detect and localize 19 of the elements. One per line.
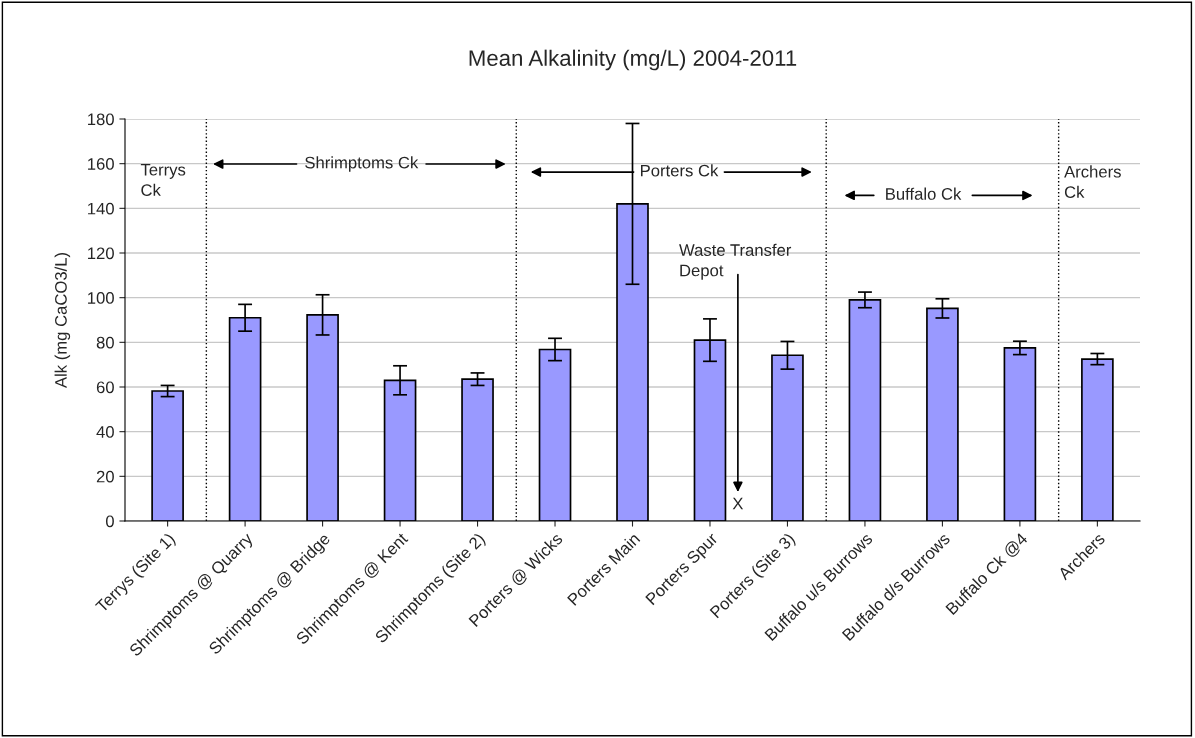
y-tick-label: 100 (88, 292, 114, 304)
annotation: Porters Ck (641, 164, 719, 177)
y-tick-label: 40 (96, 426, 114, 438)
y-tick-label: 80 (96, 336, 114, 349)
y-tick-label: 60 (96, 381, 114, 394)
annotation: Buffalo Ck (886, 187, 962, 200)
annotation: Archers Ck (1064, 165, 1121, 198)
y-axis-title: Alk (mg CaCO3/L) (54, 252, 71, 389)
y-tick-label: 160 (88, 158, 114, 170)
y-tick-label: 180 (88, 113, 114, 126)
y-tick-label: 20 (96, 470, 114, 483)
annotation: Waste Transfer Depot (679, 243, 792, 280)
y-tick-label: 120 (88, 247, 114, 260)
annotation: Shrimptoms Ck (305, 156, 419, 172)
y-tick-label: 140 (88, 202, 114, 215)
annotation: Terrys Ck (140, 163, 186, 196)
annotation: X (732, 497, 744, 510)
y-tick-label: 0 (105, 515, 114, 528)
chart-title: Mean Alkalinity (mg/L) 2004-2011 (469, 49, 797, 71)
